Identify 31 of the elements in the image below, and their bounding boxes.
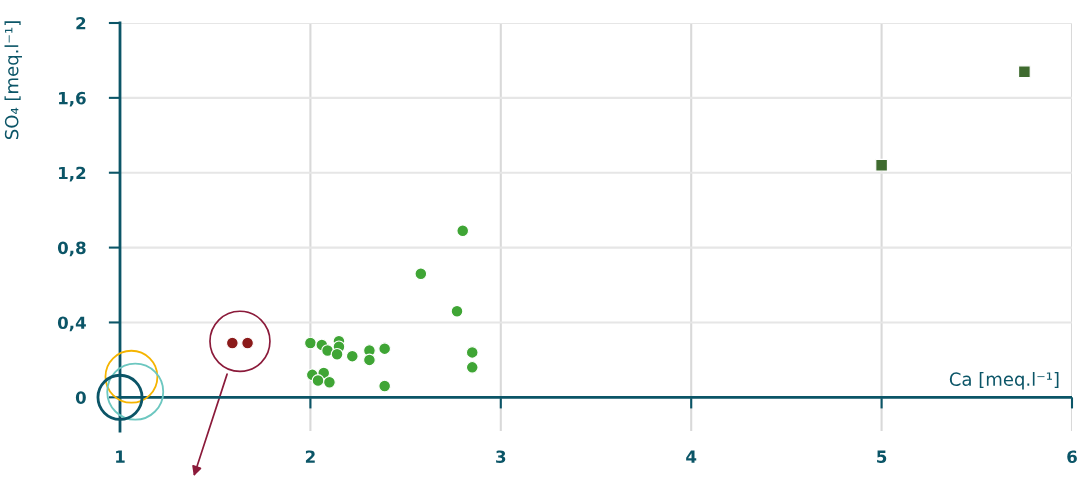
- point: [414, 267, 428, 281]
- point: [1018, 65, 1031, 79]
- y-tick-label: 0,8: [57, 241, 86, 257]
- point: [363, 353, 376, 367]
- x-tick-label: 1: [116, 450, 125, 463]
- point: [465, 346, 479, 359]
- point: [330, 347, 344, 361]
- x-tick-label: 5: [877, 450, 887, 463]
- x-tick-label: 6: [1067, 450, 1077, 463]
- point: [378, 342, 392, 356]
- y-tick-label: 2: [76, 16, 86, 30]
- point: [241, 336, 254, 350]
- point: [323, 375, 336, 389]
- point: [311, 374, 325, 387]
- point: [225, 336, 239, 350]
- x-tick-label: 2: [305, 450, 315, 463]
- y-tick-label: 1,6: [59, 91, 86, 107]
- point: [304, 336, 317, 350]
- point: [456, 224, 470, 238]
- point: [875, 158, 888, 172]
- y-tick-label: 1,2: [59, 166, 86, 182]
- y-tick-label: 0: [75, 391, 86, 404]
- x-tick-label: 4: [686, 450, 697, 463]
- y-axis-title: SO₄ [meq.l⁻¹]: [4, 21, 22, 140]
- y-tick-label: 0,4: [57, 316, 86, 332]
- point: [450, 304, 464, 318]
- point: [465, 361, 479, 374]
- x-tick-label: 3: [496, 450, 506, 463]
- point: [345, 349, 359, 363]
- x-axis-title: Ca [meq.l⁻¹]: [949, 372, 1059, 390]
- point: [378, 379, 392, 393]
